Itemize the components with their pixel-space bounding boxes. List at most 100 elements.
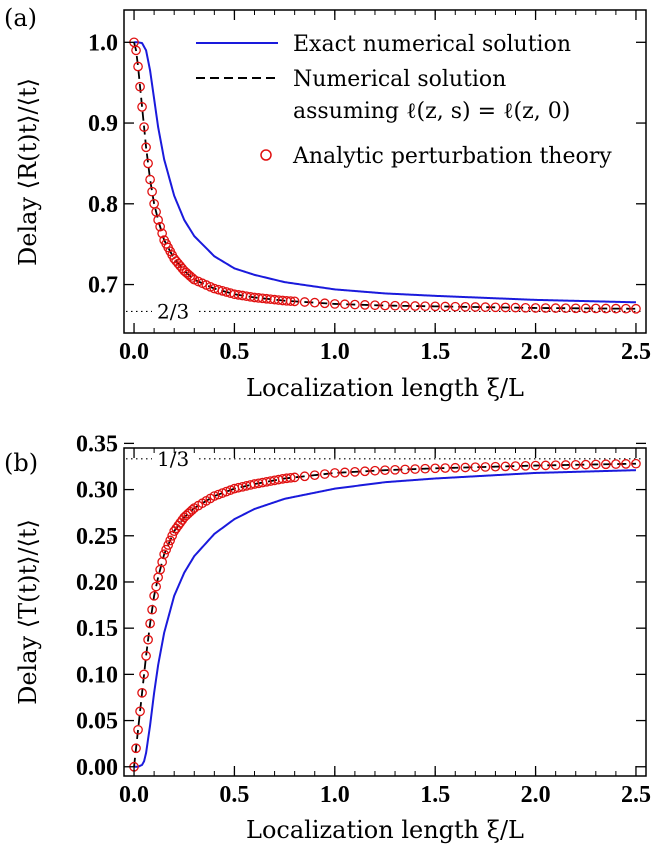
panel-b-x-axis-label: Localization length ξ/L (246, 816, 524, 844)
panel-a-axes-frame (123, 9, 647, 334)
panel-b-analytic-marker-82 (560, 460, 571, 470)
panel-a: (a) 2/3 0.0 0.5 1.0 1.5 2.0 2.5 0.7 0.8 0.9 1.0 L… (4, 4, 651, 402)
panel-a-analytic-marker-64 (380, 300, 390, 311)
panel-b-axes-frame (123, 447, 647, 777)
panel-a-analytic-marker-9 (147, 186, 157, 197)
panel-a-analytic-marker-60 (339, 299, 350, 310)
panel-b-analytic-marker-56 (299, 471, 310, 482)
panel-a-y-tick-label-3: 1.0 (88, 30, 118, 56)
panel-b-analytic-marker-85 (590, 459, 601, 470)
panel-b-analytic-marker-75 (490, 461, 501, 472)
panel-b-y-axis-label: Delay ⟨T(t)t⟩/⟨t⟩ (14, 519, 42, 705)
panel-b-analytic-marker-61 (350, 466, 360, 477)
panel-b-analytic-marker-62 (360, 466, 370, 477)
panel-a-analytic-marker-55 (289, 296, 300, 307)
panel-b-y-tick-label-3: 0.15 (76, 616, 118, 642)
panel-b-analytic-marker-8 (145, 618, 155, 629)
panel-b-analytic-marker-68 (420, 463, 431, 474)
panel-b-analytic-marker-83 (570, 459, 581, 470)
panel-b-x-tick-label-4: 2.0 (521, 782, 551, 808)
panel-b-analytic-marker-11 (151, 581, 161, 592)
panel-b-x-tick-label-0: 0.0 (119, 782, 149, 808)
panel-a-analytic-marker-73 (470, 302, 481, 312)
panel-b-analytic-marker-81 (550, 460, 561, 471)
panel-a-analytic-marker-84 (580, 303, 591, 314)
legend-entry-analytic: Analytic perturbation theory (292, 144, 612, 169)
panel-b-numerical-dashed-line (133, 462, 636, 767)
panel-b-analytic-marker-6 (141, 651, 151, 661)
panel-a-x-tick-label-1: 0.5 (219, 339, 249, 365)
panel-a-y-tick-label-2: 0.9 (88, 111, 118, 137)
panel-b-y-tick-label-5: 0.25 (76, 524, 118, 550)
panel-a-analytic-marker-1 (131, 45, 141, 56)
panel-a-analytic-marker-56 (299, 297, 310, 307)
panel-b-analytic-marker-64 (380, 465, 390, 476)
panel-b-analytic-marker-65 (390, 464, 400, 475)
panel-b-analytic-marker-9 (147, 604, 157, 615)
panel-b-reference-label: 1/3 (157, 447, 189, 471)
panel-b-y-tick-label-0: 0.00 (76, 755, 118, 781)
panel-b-analytic-marker-72 (460, 462, 471, 473)
panel-b-analytic-marker-5 (139, 669, 149, 680)
panel-a-analytic-marker-14 (157, 228, 167, 239)
panel-a-analytic-marker-88 (621, 303, 631, 314)
panel-a-analytic-marker-82 (560, 303, 571, 314)
panel-b-analytic-marker-78 (520, 460, 531, 471)
panel-a-analytic-marker-77 (510, 302, 521, 313)
legend-entry-numerical-line2: assuming ℓ(z, s) = ℓ(z, 0) (293, 99, 570, 124)
panel-b-analytic-marker-80 (540, 460, 551, 471)
panel-a-analytic-marker-57 (309, 297, 320, 308)
panel-b-analytic-marker-70 (440, 463, 451, 473)
panel-a-analytic-marker-89 (631, 303, 641, 314)
legend-entry-numerical-line1: Numerical solution (293, 67, 506, 92)
panel-a-analytic-marker-63 (370, 300, 380, 311)
panel-a-analytic-marker-72 (460, 301, 471, 312)
panel-b-analytic-marker-10 (149, 590, 159, 601)
panel-a-y-tick-label-1: 0.8 (88, 192, 118, 218)
panel-b-analytic-marker-69 (430, 463, 441, 474)
panel-b-analytic-marker-60 (339, 467, 350, 478)
panel-a-analytic-marker-8 (145, 174, 155, 185)
panel-b: (b) 1/3 0.0 0.5 1.0 1.5 2.0 2.5 0.00 0.05 0.10 0.… (4, 431, 651, 844)
panel-a-exact-solution-line (134, 41, 636, 304)
panel-b-analytic-marker-55 (289, 472, 300, 483)
panel-a-y-tick-label-0: 0.7 (88, 273, 118, 299)
panel-b-x-tick-label-3: 1.5 (420, 782, 450, 808)
panel-b-analytic-marker-84 (580, 459, 591, 470)
panel-a-analytic-marker-80 (540, 303, 551, 313)
panel-b-x-tick-label-5: 2.5 (621, 782, 651, 808)
panel-b-analytic-marker-4 (137, 687, 147, 698)
panel-a-analytic-marker-86 (600, 303, 611, 314)
panel-b-analytic-marker-71 (450, 462, 461, 473)
panel-a-analytic-marker-71 (450, 301, 461, 312)
panel-a-analytic-marker-65 (390, 300, 400, 311)
panel-a-analytic-marker-78 (520, 302, 531, 313)
panel-a-analytic-marker-2 (133, 61, 143, 72)
panel-a-y-axis-label: Delay ⟨R(t)t⟩/⟨t⟩ (14, 78, 42, 266)
panel-a-analytic-marker-68 (420, 301, 431, 312)
panel-a-analytic-marker-62 (360, 300, 370, 310)
panel-b-analytic-marker-63 (370, 465, 380, 476)
legend-entry-exact: Exact numerical solution (293, 32, 571, 57)
panel-a-legend: Exact numerical solution Numerical solut… (196, 32, 612, 169)
panel-a-reference-label: 2/3 (157, 299, 189, 323)
panel-b-analytic-marker-79 (530, 460, 541, 471)
panel-b-analytic-marker-89 (631, 458, 641, 469)
panel-b-analytic-marker-15 (159, 549, 170, 560)
panel-b-analytic-marker-19 (167, 530, 178, 541)
panel-a-analytic-marker-59 (329, 299, 340, 309)
panel-b-analytic-marker-88 (621, 459, 631, 469)
panel-a-analytic-marker-5 (139, 122, 149, 132)
panel-a-analytic-marker-7 (143, 158, 153, 169)
panel-b-analytic-marker-86 (600, 459, 611, 470)
panel-a-x-tick-label-3: 1.5 (420, 339, 450, 365)
panel-a-analytic-marker-6 (141, 142, 151, 153)
panel-b-analytic-marker-17 (163, 540, 174, 550)
panel-a-analytic-marker-67 (410, 301, 420, 311)
panel-b-y-tick-label-2: 0.10 (76, 662, 118, 688)
panel-a-analytic-marker-75 (490, 302, 501, 313)
panel-b-analytic-marker-59 (329, 468, 340, 478)
panel-b-analytic-marker-7 (143, 634, 153, 645)
panel-b-exact-solution-line (134, 469, 636, 768)
panel-a-analytic-marker-85 (590, 303, 601, 314)
